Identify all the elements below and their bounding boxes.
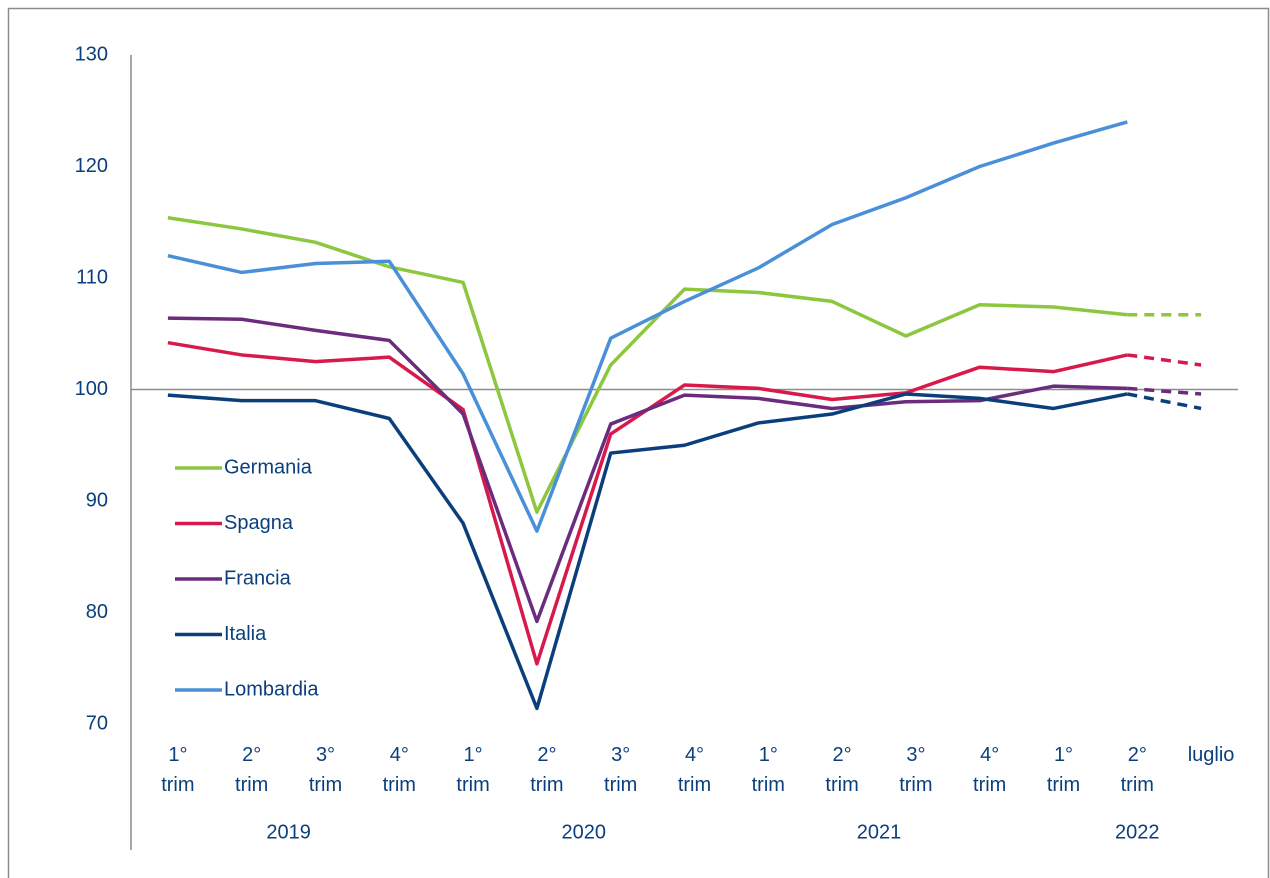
x-tick-label: luglio — [1187, 744, 1235, 766]
series-line — [167, 120, 1128, 533]
year-label: 2019 — [266, 821, 311, 843]
x-tick-label: 2° trim — [825, 744, 859, 796]
x-tick-label: 2° trim — [1120, 744, 1154, 796]
y-tick-label: 80 — [86, 601, 108, 623]
legend-label: Germania — [224, 456, 313, 478]
year-label: 2020 — [562, 821, 607, 843]
legend-label: Spagna — [224, 512, 294, 534]
x-tick-label: 4° trim — [677, 744, 712, 796]
y-tick-label: 110 — [76, 266, 108, 288]
x-tick-label: 1° trim — [1046, 744, 1081, 796]
x-tick-label: 4° trim — [973, 744, 1007, 796]
x-tick-label: 3° trim — [604, 744, 638, 796]
x-tick-label: 1° trim — [456, 744, 490, 796]
x-tick-label: 3° trim — [899, 744, 933, 796]
x-tick-label: 2° trim — [235, 744, 269, 796]
series-line — [167, 216, 1128, 514]
series-line-dashed — [1126, 392, 1202, 411]
y-tick-label: 120 — [75, 155, 108, 177]
y-tick-label: 100 — [75, 378, 108, 400]
x-tick-label: 4° trim — [382, 744, 416, 796]
series-line — [167, 392, 1128, 711]
series-line-dashed — [1127, 353, 1202, 367]
year-label: 2022 — [1115, 821, 1160, 843]
y-tick-label: 90 — [86, 489, 108, 511]
legend-label: Italia — [224, 623, 267, 645]
series-line-dashed — [1127, 386, 1202, 396]
x-tick-label: 3° trim — [308, 744, 343, 796]
legend-label: Francia — [224, 567, 292, 589]
y-tick-label: 70 — [86, 712, 108, 734]
x-tick-label: 1° trim — [161, 744, 195, 796]
series-line — [167, 340, 1128, 666]
legend-label: Lombardia — [224, 678, 319, 700]
chart-border — [7, 7, 1270, 878]
series-line — [167, 316, 1128, 624]
x-tick-label: 2° trim — [530, 744, 564, 796]
year-label: 2021 — [857, 821, 902, 843]
x-tick-label: 1° trim — [751, 744, 785, 796]
y-tick-label: 130 — [75, 43, 108, 65]
